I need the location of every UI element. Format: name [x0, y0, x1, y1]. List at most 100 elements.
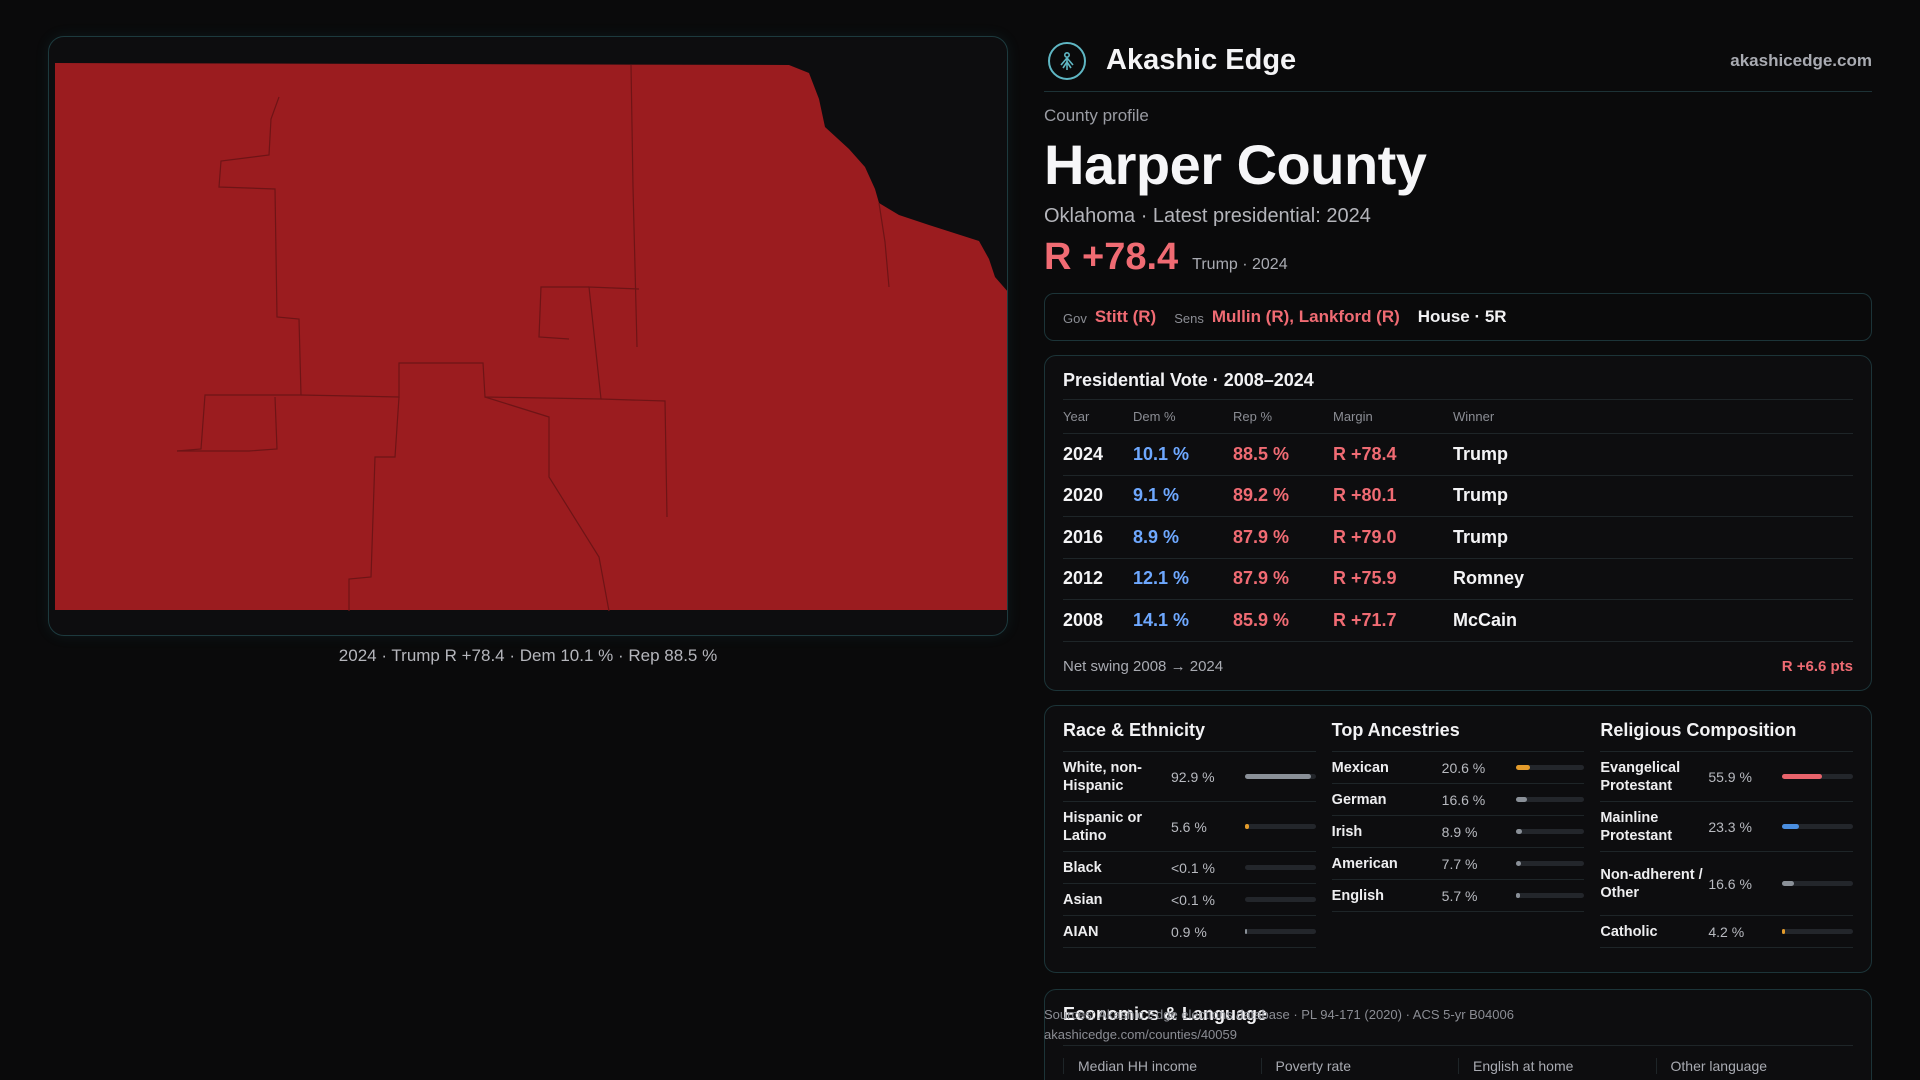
map-caption: 2024 · Trump R +78.4 · Dem 10.1 % · Rep …	[338, 646, 718, 665]
economics-language-card: Economics & Language Median HH income Po…	[1044, 989, 1872, 1080]
demographic-bar-fill	[1515, 861, 1521, 866]
col-header-rep: Rep %	[1233, 399, 1333, 434]
cell-rep: 88.5 %	[1233, 433, 1333, 476]
demographic-label: Non-adherent / Other	[1600, 866, 1703, 901]
top-ancestries-title: Top Ancestries	[1331, 706, 1585, 752]
cell-dem: 9.1 %	[1133, 475, 1233, 517]
cell-winner: Trump	[1453, 433, 1853, 476]
demographic-row: Mexican 20.6 %	[1331, 752, 1585, 784]
econ-header: Median HH income	[1063, 1058, 1261, 1074]
demographic-row: Mainline Protestant 23.3 %	[1600, 802, 1854, 852]
demographic-label: Catholic	[1600, 923, 1658, 940]
demographic-bar-fill	[1245, 929, 1248, 934]
demographic-percent: <0.1 %	[1171, 859, 1215, 876]
presidential-vote-title: Presidential Vote · 2008–2024	[1063, 370, 1314, 390]
table-header-row: Year Dem % Rep % Margin Winner	[1063, 399, 1853, 434]
demographic-percent: 5.7 %	[1441, 887, 1478, 904]
sources-text: Sources: Akashic Edge elections database…	[1044, 1007, 1514, 1022]
county-map[interactable]	[49, 37, 1008, 636]
table-row: 2012 12.1 % 87.9 % R +75.9 Romney	[1063, 558, 1853, 600]
latest-margin-note: Trump · 2024	[1192, 256, 1288, 273]
econ-header: English at home	[1458, 1058, 1656, 1074]
cell-dem: 8.9 %	[1133, 516, 1233, 559]
demographics-card: Race & Ethnicity White, non-Hispanic 92.9…	[1044, 705, 1872, 973]
demographic-label: English	[1331, 887, 1385, 904]
demographic-bar-fill	[1515, 829, 1522, 834]
demographic-bar	[1515, 861, 1585, 866]
county-title: Harper County	[1044, 133, 1427, 196]
demographic-row: Asian <0.1 %	[1063, 884, 1316, 916]
demographic-row: German 16.6 %	[1331, 784, 1585, 816]
cell-margin: R +71.7	[1333, 599, 1453, 642]
demographic-label: Mexican	[1331, 759, 1389, 776]
akashic-tree-logo-icon[interactable]	[1048, 41, 1086, 80]
demographic-label: Irish	[1331, 823, 1363, 840]
demographic-bar-fill	[1782, 929, 1786, 934]
demographic-label: American	[1331, 855, 1398, 872]
demographic-percent: 55.9 %	[1708, 768, 1752, 785]
county-subtitle: Oklahoma · Latest presidential: 2024	[1044, 205, 1371, 227]
demographic-bar	[1245, 897, 1316, 902]
cell-dem: 10.1 %	[1133, 433, 1233, 476]
demographic-bar-fill	[1782, 881, 1795, 886]
demographic-percent: 5.6 %	[1171, 818, 1207, 835]
demographic-percent: 92.9 %	[1171, 768, 1215, 785]
demographic-row: Non-adherent / Other 16.6 %	[1600, 852, 1854, 916]
governor-label: Gov	[1063, 311, 1087, 326]
county-map-card	[48, 36, 1008, 636]
demographic-bar	[1515, 893, 1585, 898]
demographic-bar	[1782, 929, 1854, 934]
demographic-bar	[1515, 829, 1585, 834]
officials-bar: Gov Stitt (R) Sens Mullin (R), Lankford …	[1044, 293, 1872, 341]
demographic-label: Evangelical Protestant	[1600, 759, 1681, 794]
race-ethnicity-title: Race & Ethnicity	[1063, 706, 1316, 752]
demographic-bar	[1515, 765, 1585, 770]
cell-year: 2008	[1063, 599, 1133, 642]
brand-header: Akashic Edge akashicedge.com	[1044, 30, 1872, 92]
presidential-vote-card: Presidential Vote · 2008–2024 Year Dem %…	[1044, 355, 1872, 691]
house-delegation: House · 5R	[1417, 307, 1507, 326]
governor-value: Stitt (R)	[1094, 307, 1157, 326]
demographic-row: Evangelical Protestant 55.9 %	[1600, 752, 1854, 802]
col-header-margin: Margin	[1333, 399, 1453, 434]
demographic-percent: 0.9 %	[1171, 923, 1207, 940]
cell-winner: Trump	[1453, 516, 1853, 559]
demographic-bar-fill	[1245, 774, 1311, 779]
demographic-row: Black <0.1 %	[1063, 852, 1316, 884]
demographic-row: Hispanic or Latino 5.6 %	[1063, 802, 1316, 852]
demographic-percent: <0.1 %	[1171, 891, 1215, 908]
sources-link[interactable]: akashicedge.com/counties/40059	[1044, 1027, 1237, 1042]
table-row: 2020 9.1 % 89.2 % R +80.1 Trump	[1063, 475, 1853, 517]
demographic-bar	[1782, 881, 1854, 886]
demographic-bar-fill	[1782, 774, 1822, 779]
demographic-bar-fill	[1245, 824, 1249, 829]
latest-margin: R +78.4	[1044, 236, 1179, 278]
sources-footer: Sources: Akashic Edge elections database…	[1044, 1005, 1514, 1045]
cell-year: 2020	[1063, 475, 1133, 517]
table-row: 2008 14.1 % 85.9 % R +71.7 McCain	[1063, 599, 1853, 642]
cell-rep: 89.2 %	[1233, 475, 1333, 517]
presidential-vote-table: Year Dem % Rep % Margin Winner 2024 10.1…	[1063, 399, 1853, 642]
demographic-bar-fill	[1515, 765, 1530, 770]
religious-composition-title: Religious Composition	[1600, 706, 1854, 752]
county-shape[interactable]	[55, 63, 1008, 610]
demographic-percent: 16.6 %	[1441, 791, 1486, 808]
demographic-row: American 7.7 %	[1331, 848, 1585, 880]
senators-label: Sens	[1174, 311, 1204, 326]
demographic-label: White, non-Hispanic	[1063, 759, 1142, 794]
county-profile-panel: Akashic Edge akashicedge.com County prof…	[1044, 30, 1872, 1080]
demographic-label: Hispanic or Latino	[1063, 809, 1142, 844]
demographic-bar	[1245, 865, 1316, 870]
brand-url-link[interactable]: akashicedge.com	[1730, 50, 1872, 70]
brand-name[interactable]: Akashic Edge	[1106, 44, 1297, 76]
demographic-percent: 20.6 %	[1441, 759, 1486, 776]
cell-rep: 87.9 %	[1233, 516, 1333, 559]
demographic-bar	[1782, 774, 1854, 779]
demographic-percent: 8.9 %	[1441, 823, 1478, 840]
cell-rep: 85.9 %	[1233, 599, 1333, 642]
demographic-bar-fill	[1515, 893, 1520, 898]
cell-dem: 14.1 %	[1133, 599, 1233, 642]
profile-eyebrow: County profile	[1044, 106, 1149, 125]
net-swing-value: R +6.6 pts	[1781, 657, 1853, 675]
demographic-row: White, non-Hispanic 92.9 %	[1063, 752, 1316, 802]
